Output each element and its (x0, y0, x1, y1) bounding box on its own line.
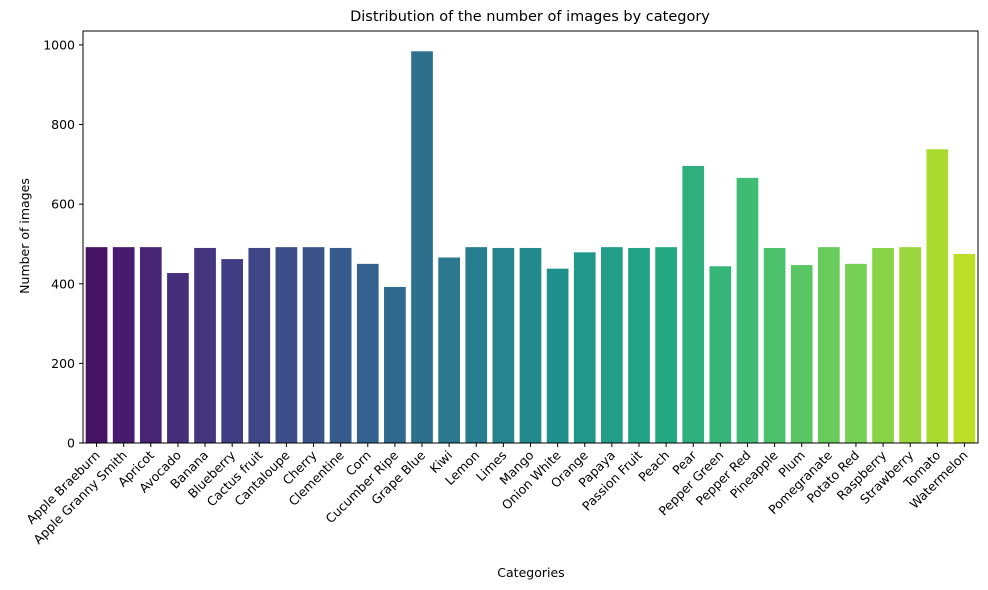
bar-limes (492, 247, 515, 443)
bar-grape-blue (411, 51, 433, 444)
x-tick-label: Peach (635, 448, 672, 485)
bar-kiwi (438, 257, 460, 443)
bar-tomato (926, 149, 949, 444)
bar-passion-fruit (628, 247, 650, 443)
bar-cucumber-ripe (384, 286, 406, 443)
bar-avocado (167, 273, 189, 443)
bar-cantaloupe (275, 247, 298, 443)
bar-pear (682, 165, 705, 443)
bar-apricot (139, 247, 162, 443)
bar-pineapple (763, 247, 786, 443)
y-tick-label: 1000 (43, 37, 75, 52)
bar-blueberry (221, 259, 244, 443)
bar-watermelon (953, 253, 976, 443)
bar-pepper-green (709, 266, 732, 443)
chart-title: Distribution of the number of images by … (350, 9, 710, 25)
bar-banana (194, 247, 216, 443)
x-axis-label: Categories (497, 565, 564, 580)
bar-onion-white (546, 268, 569, 443)
bar-mango (519, 247, 542, 443)
bar-pepper-red (736, 177, 759, 443)
bar-clementine (329, 247, 352, 443)
y-axis: 0 200 400 600 800 1000 (43, 37, 83, 451)
bar-cherry (302, 247, 325, 443)
bar-strawberry (899, 247, 922, 443)
bar-plum (790, 265, 813, 443)
bar-orange (573, 252, 596, 443)
bar-peach (655, 247, 677, 443)
bar-pomegranate (817, 247, 840, 443)
bar-lemon (465, 247, 488, 443)
y-tick-label: 600 (51, 197, 75, 212)
bar-apple-braeburn (85, 247, 108, 443)
y-tick-label: 400 (51, 276, 75, 291)
y-tick-label: 0 (67, 436, 75, 451)
bar-corn (356, 263, 379, 443)
y-tick-label: 200 (51, 356, 75, 371)
bar-apple-granny-smith (112, 247, 135, 443)
bar-cactus-fruit (248, 247, 271, 443)
bar-papaya (601, 247, 623, 443)
plot-frame (82, 30, 979, 444)
y-tick-label: 800 (51, 117, 75, 132)
bar-potato-red (845, 263, 867, 443)
bar-raspberry (872, 247, 894, 443)
y-axis-label: Number of images (17, 178, 32, 294)
bars-group (85, 51, 976, 444)
